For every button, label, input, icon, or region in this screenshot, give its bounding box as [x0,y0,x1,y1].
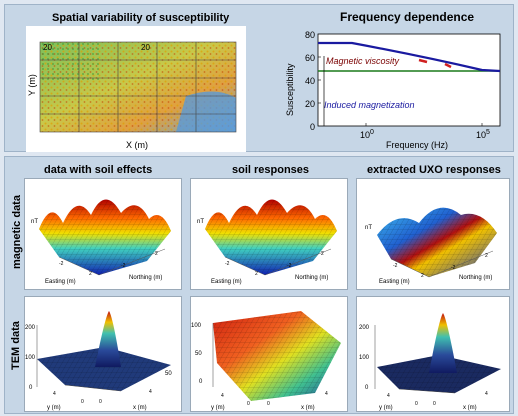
svg-text:0: 0 [99,399,102,405]
svg-text:x (m): x (m) [133,405,147,411]
col-title-data: data with soil effects [44,164,153,176]
tem-card-data: 200 100 0 y (m) x (m) 50 4 0 0 4 [24,296,182,412]
svg-text:100: 100 [359,355,370,361]
frequency-chart: 80 60 40 20 0 Magnetic viscosity Induced… [285,30,501,150]
svg-text:4: 4 [221,393,224,399]
ytick-80: 80 [305,30,315,40]
svg-text:2: 2 [421,273,424,279]
svg-text:nT: nT [197,219,204,225]
svg-text:Easting (m): Easting (m) [45,279,76,285]
svg-text:2: 2 [155,251,158,257]
svg-text:Northing (m): Northing (m) [459,275,492,281]
col-title-soil: soil responses [232,164,310,176]
svg-text:0: 0 [81,399,84,405]
ytick-40: 40 [305,76,315,86]
mag-card-uxo: nT Easting (m) Northing (m) -2 2 -2 2 [356,178,510,290]
svg-text:2: 2 [255,271,258,277]
mag-surface-soil: nT Easting (m) Northing (m) -2 2 -2 2 [197,199,337,285]
svg-text:4: 4 [387,393,390,399]
mag-surface-data: nT Easting (m) Northing (m) -2 2 -2 2 [31,199,171,285]
svg-text:-2: -2 [225,261,230,267]
svg-text:0: 0 [199,379,203,385]
ytick-20: 20 [305,99,315,109]
svg-text:100: 100 [25,355,36,361]
row-label-magnetic: magnetic data [11,195,23,269]
annotation-viscosity: Magnetic viscosity [326,56,400,66]
svg-text:Easting (m): Easting (m) [379,279,410,285]
svg-text:x (m): x (m) [463,405,477,411]
svg-text:0: 0 [415,401,418,407]
svg-text:y (m): y (m) [211,405,225,411]
tem-card-uxo: 200 100 0 y (m) x (m) 4 0 0 4 [356,296,510,412]
row-label-tem: TEM data [10,321,22,370]
svg-text:50: 50 [195,351,202,357]
tem-surface-uxo: 200 100 0 y (m) x (m) 4 0 0 4 [359,313,501,411]
svg-text:-2: -2 [451,265,456,271]
svg-text:nT: nT [365,225,372,231]
svg-text:y (m): y (m) [379,405,393,411]
ytick-0: 0 [310,122,315,132]
svg-text:200: 200 [359,325,370,331]
freq-x-label: Frequency (Hz) [386,140,448,150]
svg-text:y (m): y (m) [47,405,61,411]
svg-text:0: 0 [365,385,369,391]
tem-surface-soil: 100 50 0 y (m) x (m) 4 0 0 4 [191,311,341,411]
tem-card-soil: 100 50 0 y (m) x (m) 4 0 0 4 [190,296,348,412]
map-x-label: X (m) [126,140,148,150]
susceptibility-map: 20 20 X (m) Y (m) [26,26,246,152]
svg-text:2: 2 [89,271,92,277]
marker-2 [444,62,452,69]
ytick-60: 60 [305,53,315,63]
svg-text:4: 4 [149,389,152,395]
svg-text:Northing (m): Northing (m) [129,275,162,281]
map-marker-right: 20 [141,43,150,52]
frequency-title: Frequency dependence [340,10,475,24]
svg-text:-2: -2 [59,261,64,267]
svg-text:-2: -2 [121,263,126,269]
mag-surface-uxo: nT Easting (m) Northing (m) -2 2 -2 2 [365,207,497,285]
mag-card-data: nT Easting (m) Northing (m) -2 2 -2 2 [24,178,182,290]
svg-text:-2: -2 [287,263,292,269]
col-title-uxo: extracted UXO responses [367,164,501,176]
xtick-1: 105 [476,129,490,140]
svg-text:4: 4 [325,391,328,397]
svg-text:2: 2 [485,253,488,259]
svg-text:-2: -2 [393,263,398,269]
xtick-0: 100 [360,129,374,140]
annotation-induced: Induced magnetization [324,100,415,110]
map-y-label: Y (m) [27,74,37,96]
svg-text:4: 4 [53,391,56,397]
tem-surface-data: 200 100 0 y (m) x (m) 50 4 0 0 4 [25,311,172,411]
svg-text:Northing (m): Northing (m) [295,275,328,281]
svg-text:0: 0 [433,401,436,407]
marker-1 [418,58,428,64]
svg-text:100: 100 [191,323,202,329]
svg-text:nT: nT [31,219,38,225]
svg-text:50: 50 [165,371,172,377]
mag-card-soil: nT Easting (m) Northing (m) -2 2 -2 2 [190,178,348,290]
svg-text:200: 200 [25,325,36,331]
svg-text:2: 2 [321,251,324,257]
svg-text:x (m): x (m) [301,405,315,411]
freq-y-label: Susceptibility [285,63,295,116]
total-curve [318,41,501,73]
susceptibility-map-title: Spatial variability of susceptibility [52,12,230,24]
svg-text:4: 4 [485,391,488,397]
svg-text:Easting (m): Easting (m) [211,279,242,285]
map-marker-left: 20 [43,43,52,52]
svg-text:0: 0 [247,401,250,407]
svg-text:0: 0 [267,401,270,407]
svg-text:0: 0 [29,385,33,391]
